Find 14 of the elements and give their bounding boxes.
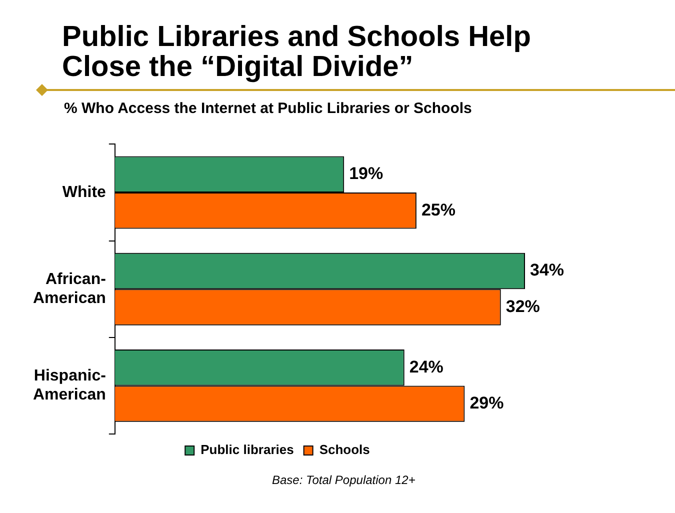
text: Base: Total Population 12+ <box>272 473 416 487</box>
data-label: 34% <box>530 260 564 280</box>
data-label: 32% <box>506 296 540 316</box>
y-tick-label: African-American <box>33 270 106 308</box>
chart-subtitle: % Who Access the Internet at Public Libraries or Schools <box>64 100 472 117</box>
data-label: 19% <box>349 164 384 184</box>
data-label: 29% <box>470 394 504 412</box>
legend-label: Schools <box>319 442 370 458</box>
data-label: 24% <box>409 357 444 376</box>
data-label: 25% <box>421 200 456 220</box>
y-tick-label: White <box>62 184 106 201</box>
chart-title: Public Libraries and Schools Help Close the “Digital Divide” <box>62 21 532 83</box>
legend-label: Public libraries <box>200 442 294 458</box>
y-tick-label: Hispanic-American <box>33 368 106 404</box>
